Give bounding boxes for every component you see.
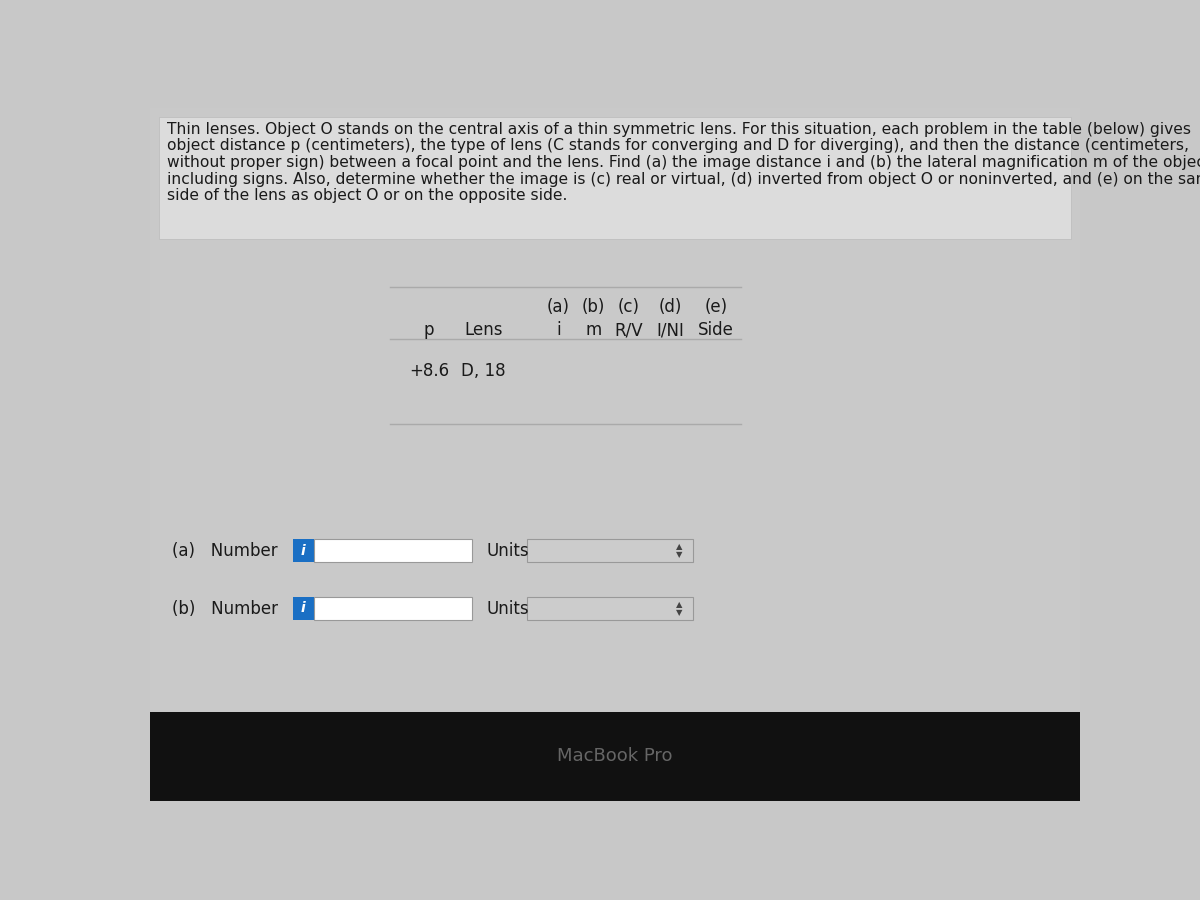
Text: object distance p (centimeters), the type of lens (C stands for converging and D: object distance p (centimeters), the typ…: [167, 139, 1189, 153]
Text: Units: Units: [486, 599, 529, 617]
Bar: [527, 539, 694, 562]
Text: I/NI: I/NI: [656, 321, 685, 339]
Text: including signs. Also, determine whether the image is (c) real or virtual, (d) i: including signs. Also, determine whether…: [167, 172, 1200, 186]
Text: (e): (e): [704, 298, 727, 316]
Bar: [527, 597, 694, 620]
Text: R/V: R/V: [614, 321, 643, 339]
Bar: [293, 539, 313, 562]
Text: i: i: [301, 601, 306, 616]
Text: (b)   Number: (b) Number: [172, 599, 277, 617]
Text: MacBook Pro: MacBook Pro: [557, 747, 673, 765]
Text: (d): (d): [659, 298, 683, 316]
Text: ▲: ▲: [676, 543, 683, 552]
Text: i: i: [556, 321, 560, 339]
Text: side of the lens as object O or on the opposite side.: side of the lens as object O or on the o…: [167, 188, 568, 203]
Text: (a): (a): [547, 298, 570, 316]
Bar: [313, 597, 473, 620]
Text: +8.6: +8.6: [409, 362, 449, 380]
Bar: [313, 539, 473, 562]
Text: Thin lenses. Object O stands on the central axis of a thin symmetric lens. For t: Thin lenses. Object O stands on the cent…: [167, 122, 1192, 137]
Text: Lens: Lens: [464, 321, 503, 339]
Text: ▼: ▼: [676, 608, 683, 616]
Text: p: p: [424, 321, 434, 339]
Text: (a)   Number: (a) Number: [172, 542, 277, 560]
Text: ▲: ▲: [676, 600, 683, 609]
Bar: [293, 597, 313, 620]
Bar: [150, 108, 1080, 713]
Bar: [150, 713, 1080, 801]
Text: without proper sign) between a focal point and the lens. Find (a) the image dist: without proper sign) between a focal poi…: [167, 155, 1200, 170]
Text: m: m: [586, 321, 601, 339]
Text: i: i: [301, 544, 306, 558]
Text: (c): (c): [618, 298, 640, 316]
Text: ▼: ▼: [676, 550, 683, 559]
Text: D, 18: D, 18: [461, 362, 505, 380]
Text: (b): (b): [582, 298, 605, 316]
Text: Units: Units: [486, 542, 529, 560]
Text: Side: Side: [698, 321, 733, 339]
Bar: [160, 117, 1070, 238]
